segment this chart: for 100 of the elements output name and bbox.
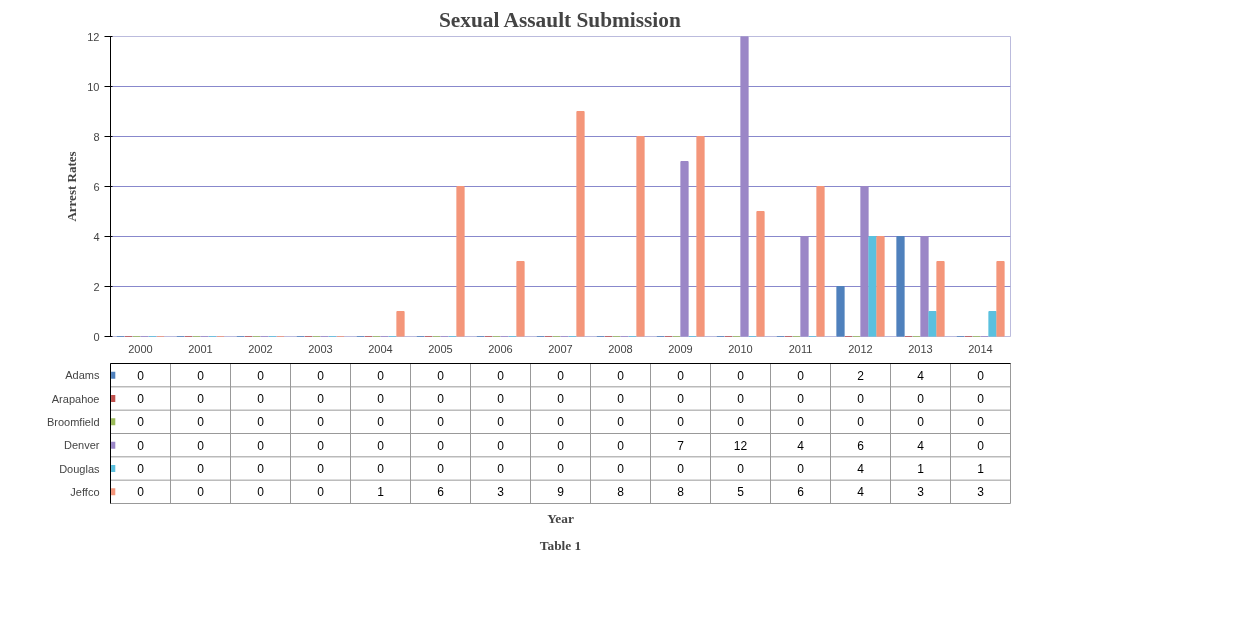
- data-label: 0: [137, 368, 145, 383]
- data-label: 0: [137, 415, 145, 430]
- x-tick-label: 2010: [728, 342, 753, 355]
- x-tick-label: 2005: [428, 342, 453, 355]
- y-tick-label: 12: [87, 30, 100, 43]
- data-label: 0: [197, 485, 205, 500]
- legend-label: Arapahoe: [51, 392, 100, 405]
- data-label: 0: [797, 392, 805, 406]
- data-label: 4: [857, 462, 865, 476]
- text: Year: [547, 510, 574, 526]
- data-label: 0: [977, 415, 985, 430]
- data-label: 7: [677, 438, 685, 453]
- data-label: 0: [797, 415, 805, 430]
- data-label: 2: [857, 368, 865, 383]
- data-label: 0: [677, 462, 685, 476]
- data-label: 0: [317, 392, 325, 406]
- data-label: 0: [437, 462, 445, 476]
- y-tick-label: 10: [87, 80, 100, 93]
- data-label: 5: [737, 485, 745, 500]
- data-label: 0: [437, 415, 445, 430]
- legend-label: Adams: [65, 369, 100, 382]
- data-label: 0: [257, 415, 265, 430]
- data-label: 0: [617, 462, 625, 476]
- data-label: 0: [677, 368, 685, 383]
- data-label: 0: [917, 392, 925, 406]
- x-tick-label: 2012: [848, 342, 873, 355]
- data-label: 0: [377, 438, 385, 453]
- data-label: 0: [857, 415, 865, 430]
- data-label: 0: [497, 392, 505, 406]
- data-label: 1: [377, 485, 385, 500]
- legend-label: Douglas: [59, 462, 100, 475]
- data-label: 0: [197, 438, 205, 453]
- data-label: 4: [797, 438, 805, 453]
- data-label: 4: [857, 485, 865, 500]
- data-label: 0: [977, 438, 985, 453]
- data-label: 0: [317, 368, 325, 383]
- legend-label: Jeffco: [70, 485, 100, 498]
- data-label: 0: [617, 368, 625, 383]
- data-label: 0: [437, 392, 445, 406]
- data-label: 0: [557, 392, 565, 406]
- data-label: 0: [497, 415, 505, 430]
- data-label: 0: [737, 368, 745, 383]
- legend-label: Broomfield: [46, 415, 100, 428]
- y-tick-label: 0: [93, 330, 100, 343]
- data-label: 3: [977, 485, 985, 500]
- x-tick-label: 2014: [968, 342, 993, 355]
- data-label: 0: [257, 438, 265, 453]
- data-label: 0: [197, 392, 205, 406]
- data-label: 9: [557, 485, 565, 500]
- data-label: 0: [197, 368, 205, 383]
- caption: Table 1: [539, 537, 582, 553]
- data-label: 12: [733, 438, 748, 453]
- data-label: 0: [197, 415, 205, 430]
- x-tick-label: 2001: [188, 342, 213, 355]
- x-tick-label: 2006: [488, 342, 513, 355]
- data-label: 0: [377, 462, 385, 476]
- data-label: 6: [797, 485, 805, 500]
- data-label: 0: [677, 392, 685, 406]
- data-label: 0: [437, 368, 445, 383]
- data-label: 0: [197, 462, 205, 476]
- data-label: 0: [677, 415, 685, 430]
- data-label: 0: [317, 438, 325, 453]
- data-label: 4: [917, 438, 925, 453]
- legend-label: Denver: [64, 439, 100, 452]
- data-label: 0: [257, 392, 265, 406]
- x-tick-label: 2008: [608, 342, 633, 355]
- data-label: 0: [497, 368, 505, 383]
- chart-title: Sexual Assault Submission: [439, 7, 681, 32]
- data-label: 0: [377, 368, 385, 383]
- data-label: 0: [737, 415, 745, 430]
- data-label: 0: [617, 415, 625, 430]
- y-axis-title: Arrest Rates: [64, 151, 80, 222]
- data-label: 0: [137, 485, 145, 500]
- data-label: 0: [857, 392, 865, 406]
- data-label: 0: [317, 415, 325, 430]
- x-tick-label: 2004: [368, 342, 393, 355]
- data-label: 0: [137, 392, 145, 406]
- y-tick-label: 8: [93, 130, 100, 143]
- data-label: 0: [257, 368, 265, 383]
- x-tick-label: 2011: [788, 342, 813, 355]
- x-tick-label: 2013: [908, 342, 933, 355]
- data-label: 0: [917, 415, 925, 430]
- data-label: 0: [617, 438, 625, 453]
- data-label: 0: [557, 368, 565, 383]
- data-label: 0: [557, 438, 565, 453]
- data-label: 3: [497, 485, 505, 500]
- data-label: 6: [437, 485, 445, 500]
- data-label: 8: [677, 485, 685, 500]
- x-tick-label: 2007: [548, 342, 573, 355]
- data-label: 0: [617, 392, 625, 406]
- data-label: 0: [137, 438, 145, 453]
- x-tick-label: 2003: [308, 342, 333, 355]
- data-label: 0: [977, 368, 985, 383]
- data-label: 1: [977, 462, 985, 476]
- data-label: 0: [257, 485, 265, 500]
- data-label: 0: [137, 462, 145, 476]
- data-label: 0: [557, 462, 565, 476]
- x-tick-label: 2000: [128, 342, 153, 355]
- data-label: 0: [257, 462, 265, 476]
- data-label: 8: [617, 485, 625, 500]
